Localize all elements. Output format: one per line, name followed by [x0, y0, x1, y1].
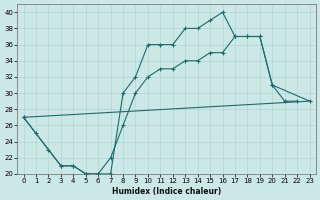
X-axis label: Humidex (Indice chaleur): Humidex (Indice chaleur): [112, 187, 221, 196]
